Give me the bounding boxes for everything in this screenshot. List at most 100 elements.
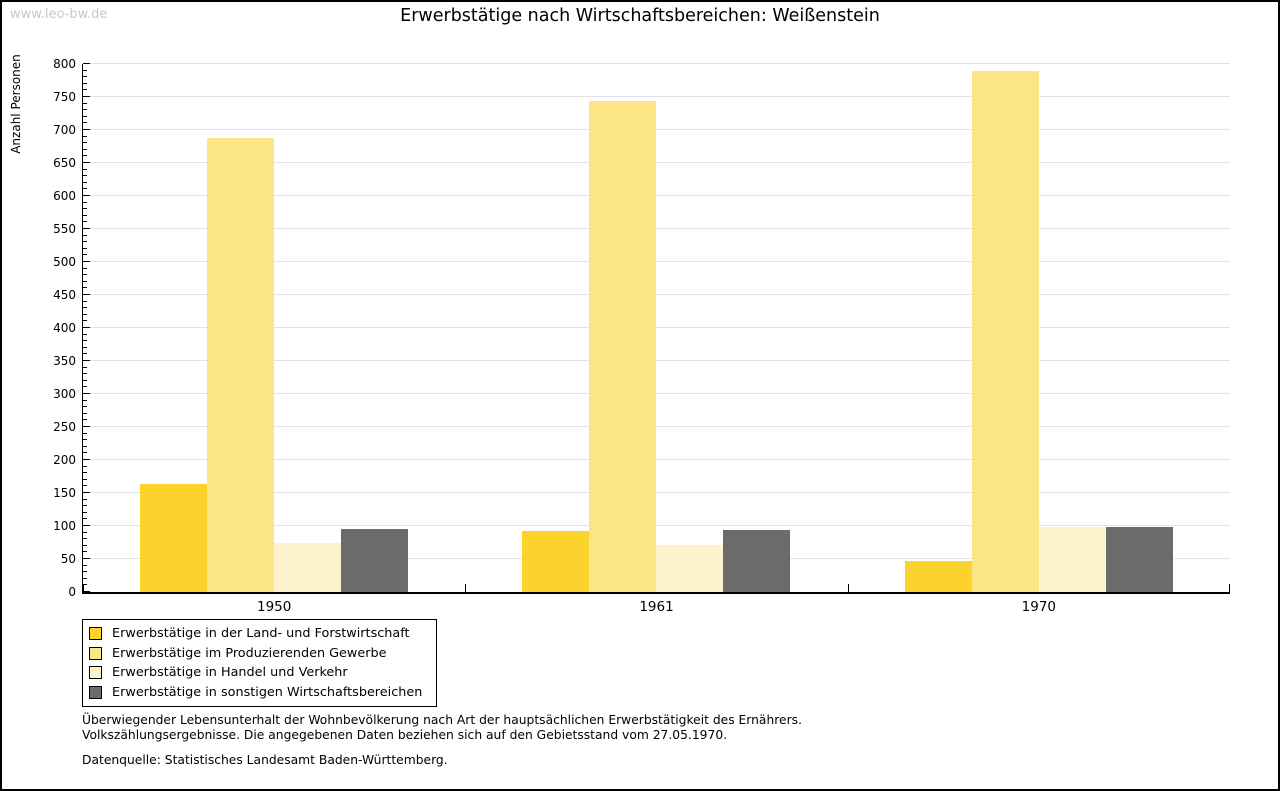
gridline	[83, 294, 1230, 295]
y-axis-tick	[83, 175, 87, 177]
bar	[589, 100, 657, 592]
y-axis-tick	[83, 201, 87, 203]
y-axis-tick-label: 100	[53, 519, 76, 533]
gridline	[83, 327, 1230, 328]
y-axis-tick-label: 350	[53, 354, 76, 368]
legend-label: Erwerbstätige in der Land- und Forstwirt…	[112, 626, 410, 642]
y-axis-tick	[83, 564, 87, 566]
x-axis-tick	[465, 584, 467, 592]
x-axis-tick	[1229, 584, 1230, 592]
bar	[522, 530, 590, 592]
y-axis-tick-label: 550	[53, 222, 76, 236]
legend-swatch	[89, 685, 102, 699]
y-axis-tick	[83, 129, 90, 130]
y-axis-tick	[83, 155, 87, 157]
y-axis-tick	[83, 346, 87, 348]
y-axis-tick-label: 450	[53, 288, 76, 302]
y-axis-tick	[83, 307, 87, 309]
gridline	[83, 261, 1230, 262]
legend-item: Erwerbstätige in sonstigen Wirtschaftsbe…	[89, 683, 422, 703]
y-axis-tick	[83, 485, 87, 487]
y-axis-tick-label: 650	[53, 156, 76, 170]
gridline	[83, 195, 1230, 196]
y-axis-tick	[83, 208, 87, 210]
y-axis-tick	[83, 426, 90, 427]
y-axis-tick	[83, 432, 87, 434]
y-axis-tick	[83, 241, 87, 243]
bar	[656, 545, 724, 592]
y-axis-tick	[83, 214, 87, 216]
y-axis-tick	[83, 280, 87, 282]
y-axis-tick	[83, 571, 87, 573]
y-axis-tick	[83, 498, 87, 500]
data-source: Datenquelle: Statistisches Landesamt Bad…	[82, 753, 448, 767]
y-axis-tick	[83, 63, 90, 64]
y-axis-tick	[83, 96, 90, 97]
y-axis-tick	[83, 366, 87, 368]
y-axis-tick	[83, 478, 87, 480]
y-axis-tick	[83, 505, 87, 507]
bar	[140, 484, 208, 592]
legend-label: Erwerbstätige in sonstigen Wirtschaftsbe…	[112, 684, 423, 700]
y-axis-tick	[83, 234, 87, 236]
gridline	[83, 63, 1230, 64]
legend-item: Erwerbstätige in der Land- und Forstwirt…	[89, 624, 422, 644]
y-axis-tick	[83, 261, 90, 262]
y-axis-tick-label: 500	[53, 255, 76, 269]
y-axis-tick	[83, 393, 90, 394]
y-axis-tick	[83, 148, 87, 150]
legend-item: Erwerbstätige in Handel und Verkehr	[89, 663, 422, 683]
y-axis-tick	[83, 287, 87, 289]
y-axis-label: Anzahl Personen	[9, 54, 23, 154]
footnote: Überwiegender Lebensunterhalt der Wohnbe…	[82, 713, 802, 743]
bar	[971, 71, 1039, 592]
bar-group	[83, 64, 465, 592]
y-axis-tick	[83, 399, 87, 401]
watermark: www.leo-bw.de	[10, 7, 108, 22]
y-axis-tick	[83, 300, 87, 302]
y-axis-tick	[83, 135, 87, 137]
gridline	[83, 228, 1230, 229]
y-axis-tick	[83, 102, 87, 104]
chart-title: Erwerbstätige nach Wirtschaftsbereichen:…	[400, 6, 880, 26]
bar	[1105, 526, 1173, 592]
y-axis-tick	[83, 267, 87, 269]
y-axis-tick	[83, 122, 87, 124]
y-axis-tick	[83, 340, 87, 342]
y-axis-tick	[83, 228, 90, 229]
bar	[341, 528, 409, 592]
y-axis-tick-label: 700	[53, 123, 76, 137]
plot-area: 0 50 100 150 200 250 300 350 400 450 500 550 600 650 7…	[53, 57, 1230, 615]
y-axis-tick	[83, 373, 87, 375]
y-axis-tick-label: 150	[53, 486, 76, 500]
legend-item: Erwerbstätige im Produzierenden Gewerbe	[89, 644, 422, 664]
footnote-line: Volkszählungsergebnisse. Die angegebenen…	[82, 727, 728, 742]
y-axis-tick-label: 600	[53, 189, 76, 203]
y-axis-tick	[83, 492, 90, 493]
bar	[207, 137, 275, 592]
gridline	[83, 162, 1230, 163]
legend-items: Erwerbstätige in der Land- und Forstwirt…	[89, 624, 422, 702]
y-axis-tick	[83, 584, 87, 586]
gridline	[83, 360, 1230, 361]
bar	[723, 529, 791, 592]
y-axis-tick	[83, 525, 90, 526]
y-axis-tick	[83, 386, 87, 388]
y-axis-tick	[83, 162, 90, 163]
y-axis-tick	[83, 551, 87, 553]
x-axis-tick-label: 1961	[639, 599, 674, 615]
y-axis-tick	[83, 327, 90, 328]
y-axis-tick	[83, 465, 87, 467]
y-axis-tick	[83, 531, 87, 533]
bar-group	[465, 64, 847, 592]
x-axis-tick-label: 1970	[1021, 599, 1056, 615]
x-axis-tick-label: 1950	[256, 599, 292, 615]
y-axis-tick	[83, 320, 87, 322]
y-axis-tick	[83, 115, 87, 117]
y-axis-tick	[83, 353, 87, 355]
legend-swatch	[89, 666, 102, 680]
legend: Erwerbstätige in der Land- und Forstwirt…	[82, 619, 438, 707]
gridline	[83, 393, 1230, 394]
y-axis-tick	[83, 76, 87, 78]
